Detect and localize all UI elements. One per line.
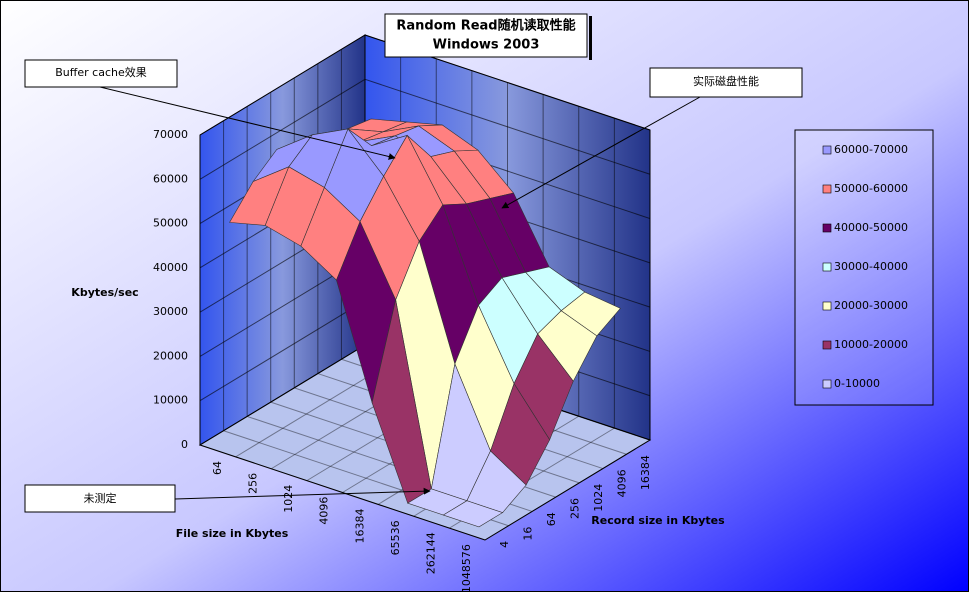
legend-swatch (822, 301, 832, 311)
z-tick-label: 10000 (153, 394, 188, 407)
z-tick-label: 0 (181, 438, 188, 451)
annotation: Buffer cache效果 (55, 65, 146, 79)
z-tick-label: 20000 (153, 349, 188, 362)
z-tick-label: 30000 (153, 305, 188, 318)
plot: 0 10000 20000 30000 40000 50000 60000 70000 64 25… (153, 34, 652, 593)
x-tick-label: 65536 (389, 520, 402, 555)
surface-cell (442, 500, 504, 528)
y-tick-label: 4 (498, 541, 511, 548)
legend-label: 60000-70000 (834, 143, 908, 156)
annotation-arrow (501, 96, 701, 209)
x-tick-label: 1024 (282, 485, 295, 513)
legend-label: 0-10000 (834, 377, 880, 390)
x-tick-label: 4096 (318, 497, 331, 525)
x-tick-label: 64 (211, 461, 224, 475)
legend-label: 40000-50000 (834, 221, 908, 234)
title-shadow (589, 16, 592, 60)
annotation-arrow (174, 487, 431, 500)
y-tick-label: 64 (545, 512, 558, 526)
z-tick-label: 40000 (153, 261, 188, 274)
floor-grid (484, 439, 651, 541)
z-tick-label: 60000 (153, 172, 188, 185)
floor-grid (199, 444, 486, 541)
annotation: 未测定 (84, 491, 117, 505)
annotation-box (649, 67, 803, 98)
z-tick-label: 70000 (153, 128, 188, 141)
legend-label: 10000-20000 (834, 338, 908, 351)
x-tick-label: 256 (246, 473, 259, 494)
chart-subtitle: Windows 2003 (433, 38, 540, 53)
legend-swatch (822, 262, 832, 272)
grid-line (199, 34, 651, 136)
y-tick-label: 1024 (592, 484, 605, 512)
legend-swatch (822, 379, 832, 389)
z-tick-label: 50000 (153, 217, 188, 230)
chart-title: Random Read随机读取性能 (396, 18, 575, 34)
x-tick-label: 16384 (353, 508, 366, 543)
x-tick-label: 262144 (425, 532, 438, 574)
legend-label: 30000-40000 (834, 260, 908, 273)
legend-swatch (822, 145, 832, 155)
legend-label: 20000-30000 (834, 299, 908, 312)
legend-entries: 60000-70000 50000-60000 40000-50000 30000-4… (822, 143, 908, 390)
annotation-box (24, 484, 176, 513)
title-box (384, 13, 588, 58)
y-tick-label: 16384 (639, 455, 652, 490)
legend (794, 129, 934, 406)
x-axis-label: File size in Kbytes (176, 527, 289, 540)
y-tick-label: 256 (569, 498, 582, 519)
legend-swatch (822, 184, 832, 194)
x-tick-label: 1048576 (460, 544, 473, 593)
annotation: 实际磁盘性能 (693, 74, 759, 88)
annotation-box (24, 59, 178, 88)
y-tick-label: 16 (521, 527, 534, 541)
annotation-arrow (99, 86, 396, 160)
z-axis-label: Kbytes/sec (71, 286, 138, 299)
y-tick-label: 4096 (616, 469, 629, 497)
legend-label: 50000-60000 (834, 182, 908, 195)
legend-swatch (822, 223, 832, 233)
y-axis-label: Record size in Kbytes (591, 514, 725, 527)
grid-line (199, 78, 651, 180)
legend-swatch (822, 340, 832, 350)
